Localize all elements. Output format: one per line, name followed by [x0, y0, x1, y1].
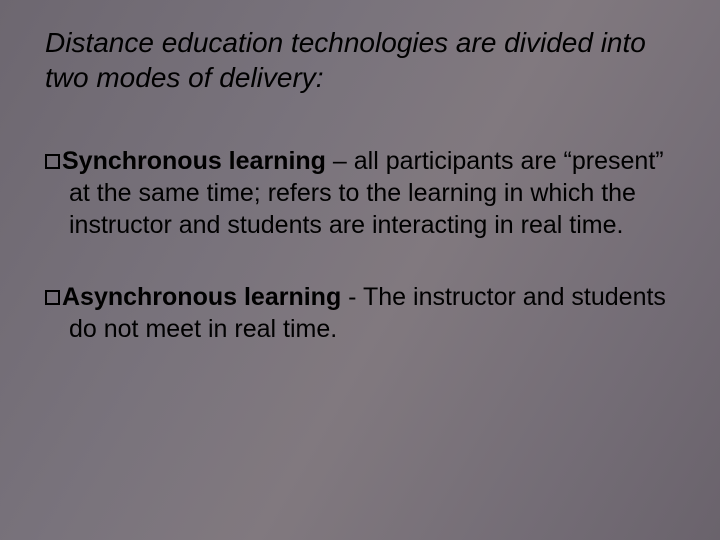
square-bullet-icon [45, 154, 60, 169]
bullet-term: Asynchronous learning [62, 283, 341, 311]
bullet-separator: - [341, 283, 363, 311]
slide: Distance education technologies are divi… [0, 0, 720, 540]
slide-title: Distance education technologies are divi… [45, 25, 675, 95]
bullet-item-2: Asynchronous learning - The instructor a… [45, 281, 675, 345]
bullet-separator: – [326, 147, 354, 175]
bullet-item-1: Synchronous learning – all participants … [45, 145, 675, 241]
square-bullet-icon [45, 290, 60, 305]
bullet-term: Synchronous learning [62, 147, 326, 175]
